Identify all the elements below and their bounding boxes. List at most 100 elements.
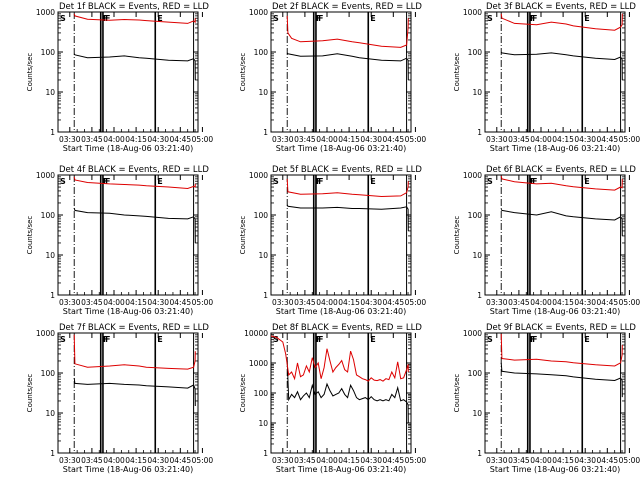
x-tick-label: 03:30	[272, 135, 294, 144]
plot-frame	[484, 174, 626, 296]
y-tick-label: 10	[258, 419, 268, 428]
x-axis-label: Start Time (18-Aug-06 03:21:40)	[63, 465, 194, 474]
x-tick-label: 04:15	[125, 298, 147, 307]
y-axis-label: Counts/sec	[26, 53, 34, 92]
marker-flag-f: F	[532, 335, 537, 344]
marker-flag-f: F	[316, 14, 321, 23]
series-events-line	[500, 51, 623, 81]
x-axis-label: Start Time (18-Aug-06 03:21:40)	[63, 144, 194, 153]
panel-title: Det 6f BLACK = Events, RED = LLD	[486, 165, 636, 175]
marker-flag-f: F	[105, 335, 110, 344]
x-tick-label: 03:45	[294, 456, 316, 465]
marker-flag-e: E	[370, 177, 375, 186]
panel-title: Det 7f BLACK = Events, RED = LLD	[59, 323, 209, 333]
panel-9: Det 9f BLACK = Events, RED = LLD 1 10 100 10…	[453, 323, 640, 474]
x-tick-label: 04:15	[552, 456, 574, 465]
y-tick-label: 100	[468, 48, 483, 57]
x-tick-label: 03:45	[508, 135, 530, 144]
y-tick-label: 1000	[249, 359, 268, 368]
x-tick-label: 05:00	[405, 298, 427, 307]
marker-flag-e: E	[157, 335, 162, 344]
y-tick-label: 100	[468, 369, 483, 378]
x-tick-label: 04:15	[125, 456, 147, 465]
marker-flag-s: S	[60, 14, 66, 23]
plot-frame	[57, 332, 199, 454]
marker-flag-f: F	[316, 335, 321, 344]
y-tick-label: 100	[41, 211, 56, 220]
x-tick-label: 03:30	[272, 456, 294, 465]
x-tick-label: 04:00	[316, 135, 338, 144]
x-tick-label: 04:30	[147, 298, 169, 307]
y-tick-label: 1	[50, 291, 55, 300]
marker-flag-f: F	[530, 14, 535, 23]
x-tick-label: 03:30	[486, 135, 508, 144]
series-events-line	[73, 53, 196, 81]
y-tick-label: 100	[468, 211, 483, 220]
plot-frame	[270, 332, 412, 454]
x-tick-label: 04:45	[597, 298, 619, 307]
x-tick-label: 05:00	[192, 456, 214, 465]
x-tick-label: 04:00	[316, 298, 338, 307]
marker-flag-s: S	[487, 177, 493, 186]
panel-2: Det 2f BLACK = Events, RED = LLD 1 10 100 10…	[239, 2, 426, 153]
y-tick-label: 10	[258, 251, 268, 260]
x-tick-label: 04:45	[597, 135, 619, 144]
x-tick-label: 04:15	[338, 298, 360, 307]
marker-flag-f: F	[532, 14, 537, 23]
panel-5: Det 5f BLACK = Events, RED = LLD 1 10 100 10…	[239, 165, 426, 316]
x-tick-label: 04:30	[147, 135, 169, 144]
y-tick-label: 1000	[36, 329, 55, 338]
series-lld-line	[73, 176, 196, 190]
y-axis-label: Counts/sec	[239, 374, 247, 413]
x-tick-label: 04:00	[530, 456, 552, 465]
x-axis-label: Start Time (18-Aug-06 03:21:40)	[490, 144, 621, 153]
x-tick-label: 03:30	[59, 135, 81, 144]
y-tick-label: 100	[41, 48, 56, 57]
y-tick-label: 1000	[36, 8, 55, 17]
y-tick-label: 1	[477, 291, 482, 300]
marker-flag-s: S	[273, 335, 279, 344]
y-axis-label: Counts/sec	[239, 53, 247, 92]
panel-7: Det 7f BLACK = Events, RED = LLD 1 10 100 10…	[26, 323, 213, 474]
x-tick-label: 03:30	[486, 298, 508, 307]
y-tick-label: 10	[45, 409, 55, 418]
plot-frame	[57, 174, 199, 296]
y-tick-label: 1	[477, 128, 482, 137]
panel-title: Det 9f BLACK = Events, RED = LLD	[486, 323, 636, 333]
series-events-line	[286, 52, 409, 81]
y-tick-label: 10	[258, 88, 268, 97]
marker-flag-f: F	[318, 335, 323, 344]
panel-title: Det 2f BLACK = Events, RED = LLD	[272, 2, 422, 12]
marker-flag-f: F	[103, 14, 108, 23]
marker-flag-e: E	[157, 177, 162, 186]
x-tick-label: 03:30	[486, 456, 508, 465]
y-tick-label: 1	[50, 449, 55, 458]
series-events-line	[73, 207, 196, 244]
plot-frame	[484, 11, 626, 133]
series-lld-line	[73, 334, 196, 370]
x-tick-label: 04:00	[530, 298, 552, 307]
x-tick-label: 04:30	[574, 456, 596, 465]
x-tick-label: 03:45	[81, 135, 103, 144]
marker-flag-f: F	[318, 177, 323, 186]
y-axis-label: Counts/sec	[26, 216, 34, 255]
x-tick-label: 05:00	[192, 135, 214, 144]
marker-flag-s: S	[273, 177, 279, 186]
y-tick-label: 1000	[463, 171, 482, 180]
series-lld-line	[270, 335, 409, 382]
panel-title: Det 4f BLACK = Events, RED = LLD	[59, 165, 209, 175]
x-tick-label: 04:30	[574, 135, 596, 144]
panel-title: Det 1f BLACK = Events, RED = LLD	[59, 2, 209, 12]
x-axis-label: Start Time (18-Aug-06 03:21:40)	[276, 144, 407, 153]
series-events-line	[500, 208, 623, 236]
y-tick-label: 10	[45, 251, 55, 260]
x-tick-label: 04:45	[170, 135, 192, 144]
y-axis-label: Counts/sec	[453, 374, 461, 413]
y-tick-label: 1000	[249, 8, 268, 17]
panel-title: Det 5f BLACK = Events, RED = LLD	[272, 165, 422, 175]
marker-flag-f: F	[103, 177, 108, 186]
plot-frame	[57, 11, 199, 133]
x-axis-label: Start Time (18-Aug-06 03:21:40)	[276, 465, 407, 474]
marker-flag-f: F	[530, 335, 535, 344]
